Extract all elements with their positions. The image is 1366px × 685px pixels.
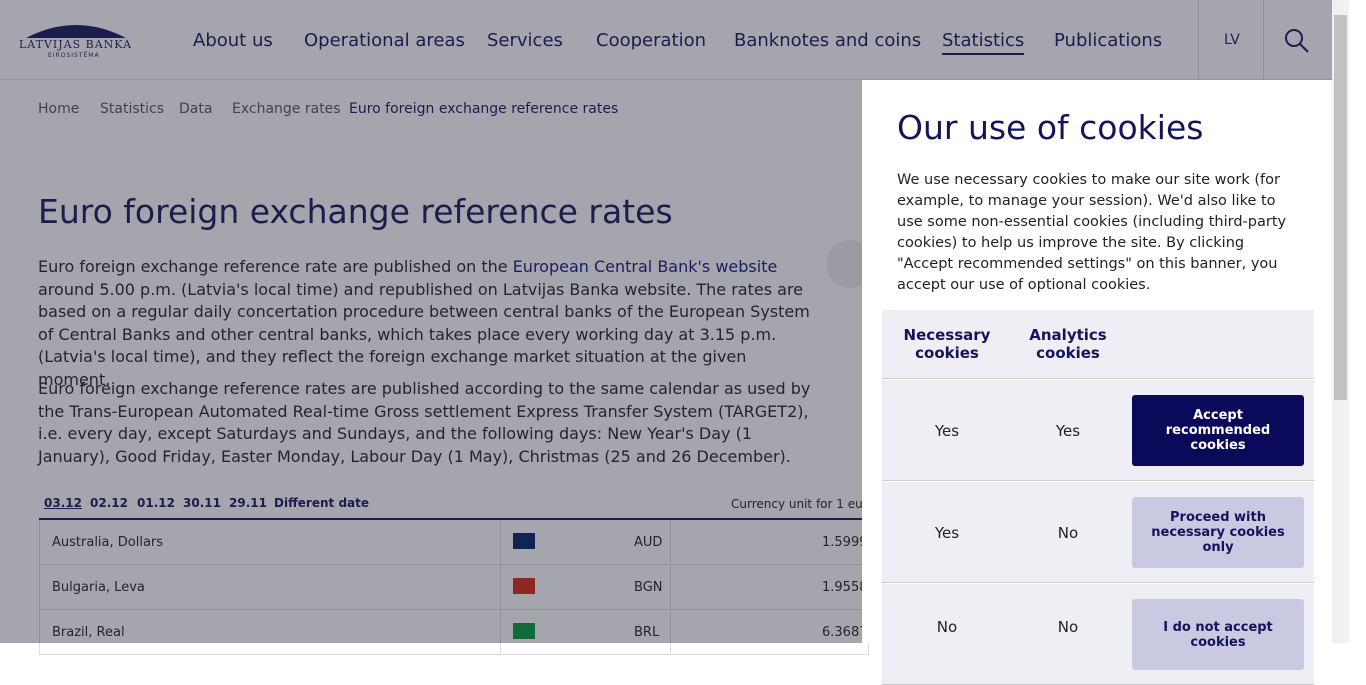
nav-item[interactable]: Cooperation [596,30,707,51]
rate: 1.9558 [822,580,868,595]
currency-code: BGN [634,580,663,595]
table-row: Australia, Dollars AUD 1.5999 [39,520,869,565]
dialog-title: Our use of cookies [897,108,1204,147]
nav-item[interactable]: Statistics [942,30,1025,55]
nav-item[interactable]: Publications [1054,30,1163,51]
header: LATVIJAS BANKA EIROSISTĒMA About us Oper… [0,0,1332,80]
breadcrumb[interactable]: Home [38,101,80,117]
paragraph: Euro foreign exchange reference rate are… [38,256,818,391]
cell: No [1057,524,1079,542]
cookie-dialog: Our use of cookies We use necessary cook… [862,80,1332,685]
flag [513,623,535,639]
breadcrumb[interactable]: Statistics [100,101,164,117]
text: around 5.00 p.m. (Latvia's local time) a… [38,279,810,389]
breadcrumb[interactable]: Data [179,101,213,117]
rate: 6.3687 [822,625,868,640]
cookie-button[interactable]: I do not accept cookies [1132,599,1304,670]
logo: LATVIJAS BANKA [19,38,133,51]
date-tab[interactable]: 30.11 [183,496,221,510]
currency-code: AUD [634,535,663,550]
cookie-row: Yes Yes Accept recommended cookies [882,380,1314,481]
unit-label: Currency unit for 1 euro [731,497,875,511]
cell: Yes [1055,422,1081,440]
table-row: Bulgaria, Leva BGN 1.9558 [39,565,869,610]
nav-item[interactable]: Banknotes and coins [734,30,922,51]
paragraph: Euro foreign exchange reference rates ar… [38,379,811,466]
nav-item[interactable]: Services [487,30,563,51]
logo-sub: EIROSISTĒMA [48,52,100,59]
lang-switch[interactable]: LV [1224,32,1240,48]
cookie-button[interactable]: Accept recommended cookies [1132,395,1304,466]
flag [513,578,535,594]
cell: Yes [934,524,960,542]
breadcrumb[interactable]: Exchange rates [232,101,341,117]
page-title: Euro foreign exchange reference rates [38,192,673,231]
currency-name: Bulgaria, Leva [52,580,145,595]
link[interactable]: European Central Bank's website [512,257,778,276]
cookie-row: Yes No Proceed with necessary cookies on… [882,482,1314,583]
logo-icon [26,25,126,38]
currency-name: Australia, Dollars [52,535,164,550]
flag [513,533,535,549]
nav-item[interactable]: About us [193,30,273,51]
column-header: Analytics cookies [1029,326,1107,362]
date-tab[interactable]: 01.12 [137,496,175,510]
cell: No [936,618,958,636]
date-tab[interactable]: 02.12 [90,496,128,510]
date-tab[interactable]: 29.11 [229,496,267,510]
cookie-button[interactable]: Proceed with necessary cookies only [1132,497,1304,568]
scrollbar [1332,0,1349,643]
search-icon[interactable] [1284,28,1310,54]
nav-item[interactable]: Operational areas [304,30,465,51]
cookie-row: No No I do not accept cookies [882,584,1314,685]
rate: 1.5999 [822,535,868,550]
date-tab[interactable]: Different date [274,496,370,510]
column-header: Necessary cookies [903,326,991,362]
currency-name: Brazil, Real [52,625,125,640]
cell: Yes [934,422,960,440]
dialog-text: We use necessary cookies to make our sit… [897,172,1287,293]
date-tab[interactable]: 03.12 [44,496,82,510]
table-header: Necessary cookies Analytics cookies [882,310,1314,379]
text: Euro foreign exchange reference rate are… [38,257,513,276]
currency-code: BRL [634,625,660,640]
breadcrumb: Euro foreign exchange reference rates [349,101,619,117]
cell: No [1057,618,1079,636]
